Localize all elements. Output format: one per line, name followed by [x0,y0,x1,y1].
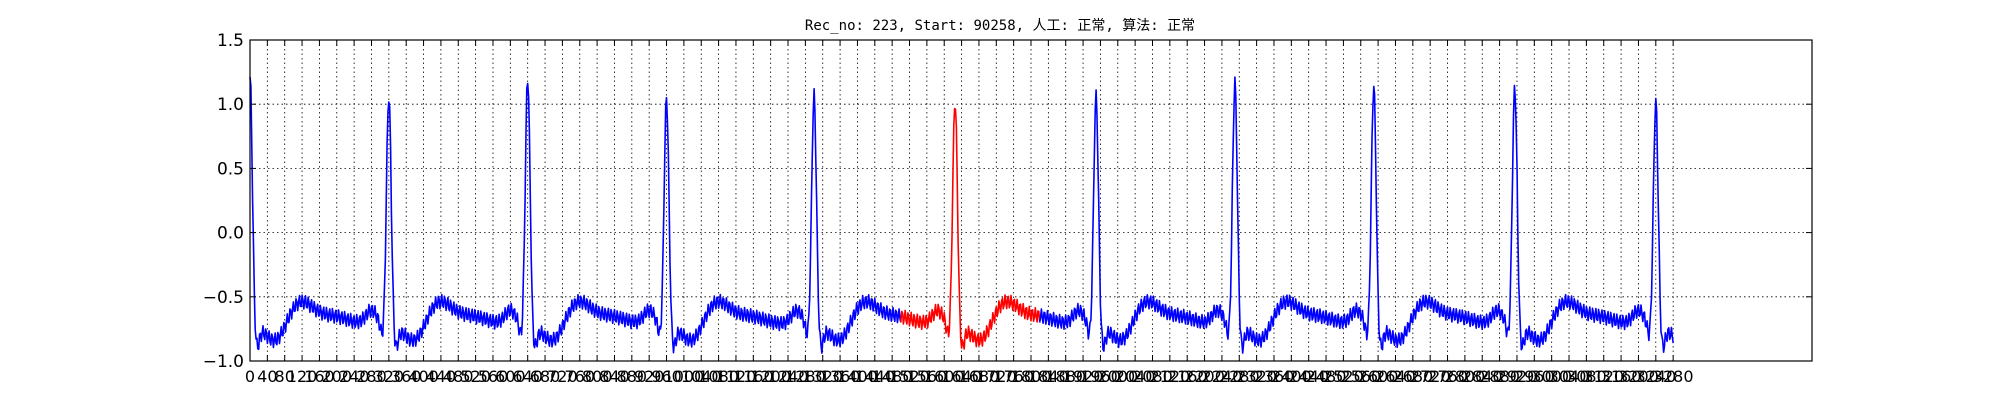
x-tick-label: 1240 [768,367,809,386]
x-tick-label: 2200 [1184,367,1225,386]
x-tick-label: 1520 [889,367,930,386]
x-tick-label: 600 [495,367,526,386]
x-tick-label: 1640 [941,367,982,386]
x-tick-label: 2760 [1427,367,1468,386]
x-tick-label: 2360 [1254,367,1295,386]
x-tick-label: 40 [257,367,277,386]
x-tick-label: 2240 [1202,367,1243,386]
chart-title: Rec_no: 223, Start: 90258, 人工: 正常, 算法: 正… [805,18,1195,34]
y-tick-label: 0.0 [217,224,244,244]
x-tick-label: 2400 [1271,367,1312,386]
x-tick-label: 360 [391,367,422,386]
x-tick-label: 2800 [1445,367,1486,386]
x-tick-label: 2000 [1097,367,1138,386]
x-tick-label: 2040 [1115,367,1156,386]
x-tick-label: 1880 [1045,367,1086,386]
x-tick-label: 760 [564,367,595,386]
x-tick-label: 1360 [820,367,861,386]
x-tick-label: 280 [356,367,387,386]
ecg-series-normal [1038,76,1674,354]
ecg-series-highlight [900,107,1041,350]
y-axis: 1.5 1.0 0.5 0.0 −0.5 −1.0 [203,31,1812,372]
x-tick-label: 640 [512,367,543,386]
x-tick-label: 320 [374,367,405,386]
ecg-trace [249,76,1674,354]
x-tick-label: 80 [275,367,295,386]
x-tick-label: 2480 [1306,367,1347,386]
x-tick-label: 2640 [1375,367,1416,386]
x-tick-label: 3040 [1549,367,1590,386]
x-tick-label: 560 [478,367,509,386]
grid [250,40,1812,361]
x-tick-label: 2160 [1167,367,1208,386]
x-tick-label: 1160 [733,367,774,386]
x-tick-label: 3240 [1635,367,1676,386]
x-tick-label: 2920 [1497,367,1538,386]
x-tick-label: 1440 [854,367,895,386]
x-tick-label: 840 [599,367,630,386]
x-tick-label: 2720 [1410,367,1451,386]
y-tick-label: 0.5 [217,159,244,179]
x-tick-label: 1720 [976,367,1017,386]
x-tick-label: 1920 [1063,367,1104,386]
x-tick-label: 1280 [785,367,826,386]
x-axis: 0 408012016020024028032036040044048052056… [245,40,1694,386]
ecg-series-normal [249,76,902,354]
x-tick-label: 2440 [1288,367,1329,386]
x-tick-label: 1560 [907,367,948,386]
x-tick-label: 2600 [1358,367,1399,386]
x-tick-label: 1080 [698,367,739,386]
x-tick-label: 520 [460,367,491,386]
x-tick-label: 2560 [1340,367,1381,386]
x-tick-label: 200 [322,367,353,386]
x-tick-label: 960 [651,367,682,386]
y-tick-label: 1.5 [217,31,244,51]
x-tick-label: 2680 [1392,367,1433,386]
x-tick-label: 2120 [1149,367,1190,386]
x-tick-label: 3160 [1601,367,1642,386]
y-tick-label: −1.0 [203,352,244,372]
x-tick-label: 1320 [802,367,843,386]
x-tick-label: 2320 [1236,367,1277,386]
x-tick-label: 480 [443,367,474,386]
x-tick-label: 1800 [1011,367,1052,386]
x-tick-label: 3000 [1531,367,1572,386]
x-tick-label: 1480 [872,367,913,386]
x-tick-label: 120 [287,367,318,386]
x-tick-label: 1000 [664,367,705,386]
x-tick-label: 3080 [1566,367,1607,386]
x-tick-label: 2280 [1219,367,1260,386]
x-tick-label: 2840 [1462,367,1503,386]
x-tick-label: 0 [245,367,255,386]
x-tick-label: 1840 [1028,367,1069,386]
x-tick-label: 2520 [1323,367,1364,386]
y-tick-label: 1.0 [217,95,244,115]
x-tick-label: 3200 [1618,367,1659,386]
x-tick-label: 2080 [1132,367,1173,386]
x-tick-label: 1120 [716,367,757,386]
x-tick-label: 1400 [837,367,878,386]
x-tick-label: 1960 [1080,367,1121,386]
x-tick-label: 1680 [959,367,1000,386]
x-tick-label: 400 [408,367,439,386]
y-tick-label: −0.5 [203,288,244,308]
x-tick-label: 1040 [681,367,722,386]
x-tick-label: 1600 [924,367,965,386]
x-tick-label: 3120 [1583,367,1624,386]
x-tick-label: 160 [304,367,335,386]
x-tick-label: 920 [634,367,665,386]
x-tick-label: 2880 [1479,367,1520,386]
x-tick-label: 3280 [1653,367,1694,386]
x-tick-label: 1760 [993,367,1034,386]
x-tick-label: 720 [547,367,578,386]
x-tick-label: 800 [582,367,613,386]
x-tick-label: 1200 [750,367,791,386]
x-tick-label: 440 [426,367,457,386]
x-tick-label: 240 [339,367,370,386]
x-tick-label: 680 [530,367,561,386]
x-tick-label: 880 [617,367,648,386]
x-tick-label: 2960 [1514,367,1555,386]
